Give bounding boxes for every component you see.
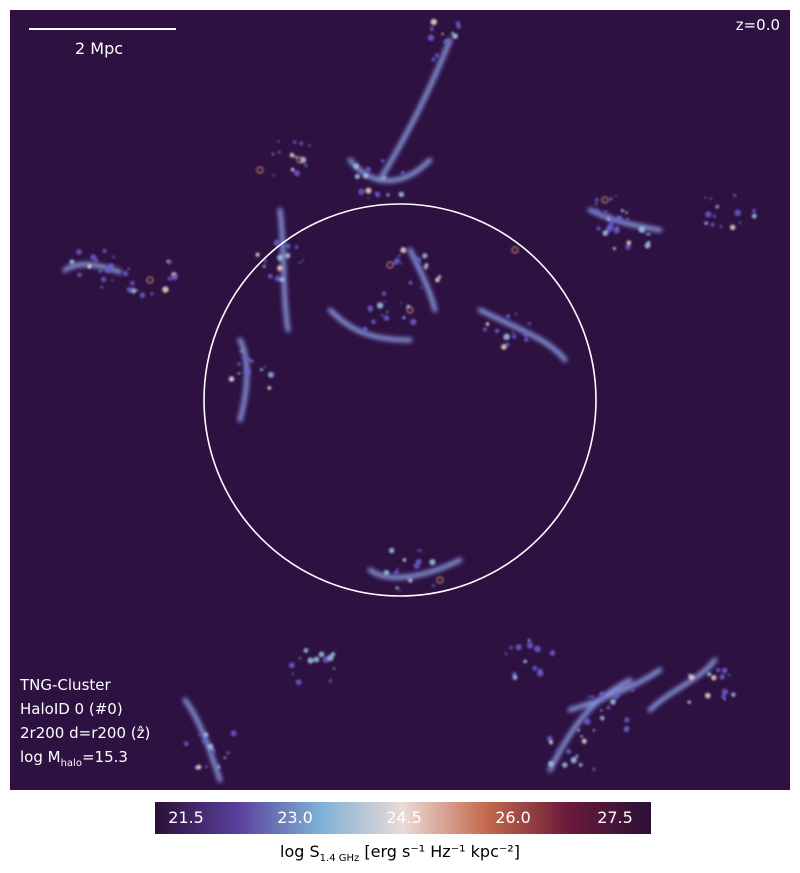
colorbar-tick: 24.5	[386, 808, 422, 827]
redshift-label: z=0.0	[735, 16, 780, 34]
colorbar-label: log S1.4 GHz [erg s⁻¹ Hz⁻¹ kpc⁻²]	[0, 842, 800, 864]
colorbar-ticks: 21.5 23.0 24.5 26.0 27.5	[155, 806, 651, 830]
halo-label: HaloID 0 (#0)	[20, 700, 123, 718]
mass-value: =15.3	[81, 748, 128, 766]
colorbar-label-units: [erg s⁻¹ Hz⁻¹ kpc⁻²]	[364, 842, 520, 861]
colorbar-label-prefix: log S	[280, 842, 320, 861]
scale-bar	[29, 28, 176, 30]
colorbar-tick: 21.5	[168, 808, 204, 827]
mass-label: log Mhalo=15.3	[20, 748, 150, 773]
mass-prefix: log M	[20, 748, 61, 766]
simulation-label: TNG-Cluster	[20, 676, 111, 694]
map-background	[10, 10, 790, 790]
mass-sub: halo	[60, 758, 82, 769]
colorbar	[155, 802, 651, 834]
emission-filaments	[62, 37, 718, 783]
colorbar-tick: 26.0	[495, 808, 531, 827]
scale-bar-label: 2 Mpc	[75, 39, 124, 58]
emission-clumps	[69, 18, 757, 771]
projection-label: 2r200 d=r200 (ẑ)	[20, 724, 151, 742]
radio-emission-map	[10, 10, 790, 790]
colorbar-tick: 23.0	[277, 808, 313, 827]
colorbar-label-sub: 1.4 GHz	[319, 853, 360, 865]
colorbar-tick: 27.5	[597, 808, 633, 827]
info-panel: TNG-Cluster HaloID 0 (#0) 2r200 d=r200 (…	[20, 676, 150, 779]
r200-circle	[203, 203, 597, 597]
